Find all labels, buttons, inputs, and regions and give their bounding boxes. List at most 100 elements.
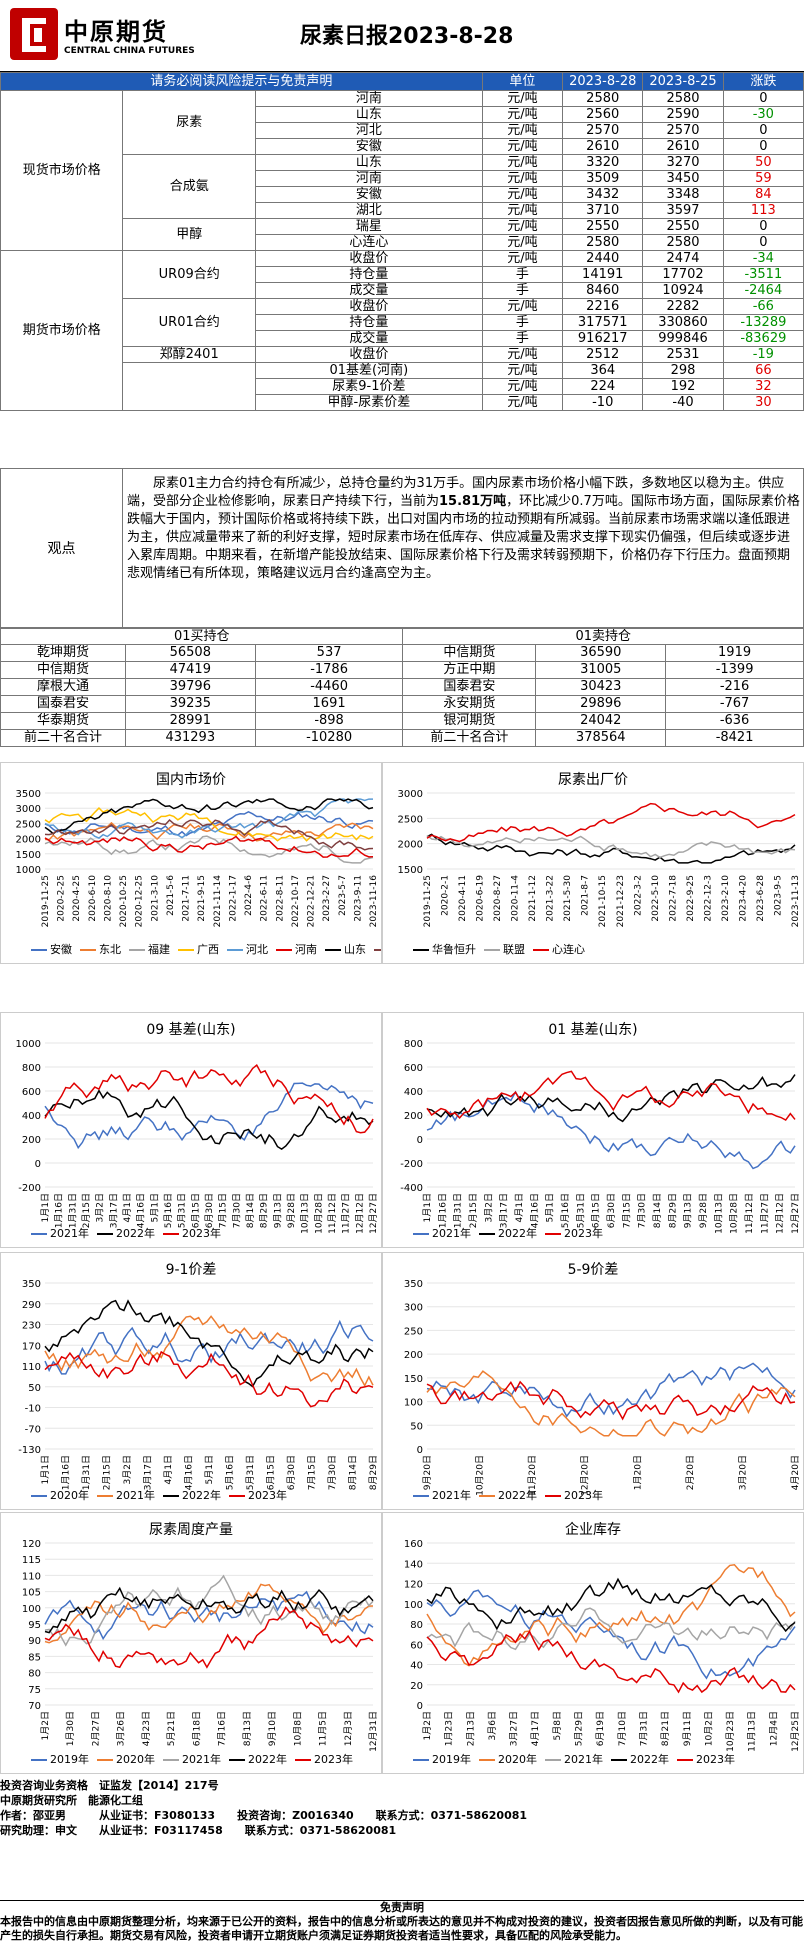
group-ur01: UR01合约	[122, 298, 256, 347]
x-tick-label: 12月4日	[768, 1711, 779, 1746]
long-title: 01买持仓	[0, 628, 404, 645]
observation-text: 尿素01主力合约持仓有所减少，总持仓量约为31万手。国内尿素市场价格小幅下跌，多…	[127, 476, 800, 581]
y-tick-label: -70	[25, 1424, 41, 1435]
item-name: 山东	[254, 154, 483, 171]
legend-label: 2019年	[50, 1753, 89, 1766]
legend-swatch	[229, 1495, 245, 1497]
x-tick-label: 4月17日	[530, 1711, 541, 1746]
x-tick-label: 12月27日	[368, 1193, 379, 1234]
value-previous: 2580	[642, 90, 724, 107]
legend-label: 安徽	[50, 943, 72, 956]
legend-item: 2021年	[413, 1225, 471, 1241]
x-tick-label: 12月20日	[580, 1455, 591, 1496]
value-previous: 2570	[642, 122, 724, 139]
table-row: 湖北 元/吨 3710 3597 113	[1, 202, 804, 219]
legend-label: 2020年	[116, 1753, 155, 1766]
legend-item: 2023年	[545, 1225, 603, 1241]
x-tick-label: 4月1日	[514, 1193, 525, 1222]
group-zhengchun: 郑醇2401	[122, 346, 256, 363]
item-name: 收盘价	[254, 250, 483, 267]
positions-row: 摩根大通 39796 -4460 国泰君安 30423 -216	[0, 678, 804, 696]
series-line	[44, 821, 374, 842]
y-tick-label: 200	[404, 1350, 423, 1361]
position-change: 1919	[665, 644, 804, 662]
futures-label: 期货市场价格	[0, 250, 124, 411]
change-cell: -19	[722, 346, 804, 363]
unit-cell: 手	[481, 282, 564, 299]
legend-item: 山东	[325, 941, 366, 957]
change-cell: -30	[722, 106, 804, 123]
legend-label: 联盟	[503, 943, 525, 956]
x-tick-label: 2022-8-11	[275, 875, 285, 922]
chart-title: 01 基差(山东)	[548, 1022, 638, 1038]
position-change: -1399	[665, 661, 804, 679]
unit-cell: 元/吨	[481, 218, 564, 235]
legend-label: 2022年	[498, 1227, 537, 1240]
x-tick-label: 1月31日	[81, 1455, 92, 1490]
position-change: -1786	[254, 661, 404, 679]
broker-name: 中信期货	[0, 661, 126, 679]
chart-3: 09 基差(山东) 1000 800 600 400 200 0 -200 1月1日 1月16日 1…	[0, 1012, 382, 1248]
y-tick-label: 110	[22, 1362, 41, 1373]
disclaimer-title: 免责声明	[380, 1901, 424, 1914]
position-volume: 31005	[535, 661, 667, 679]
legend-item: 2020年	[31, 1487, 89, 1503]
legend-item: 2023年	[545, 1487, 603, 1503]
x-tick-label: 2019-11-25	[41, 875, 51, 927]
legend-swatch	[413, 1233, 429, 1235]
series-line	[44, 1315, 374, 1388]
table-row: 尿素9-1价差 元/吨 224 192 32	[1, 378, 804, 395]
legend-swatch	[31, 1233, 47, 1235]
x-tick-label: 6月19日	[595, 1711, 606, 1746]
change-cell: -34	[722, 250, 804, 267]
legend-label: 2021年	[116, 1489, 155, 1502]
x-tick-label: 2020-6-19	[476, 875, 486, 922]
value-previous: 2580	[642, 234, 724, 251]
legend-item: 2022年	[97, 1225, 155, 1241]
x-tick-label: 9月28日	[698, 1193, 709, 1228]
value-previous: 2590	[642, 106, 724, 123]
legend-label: 2022年	[116, 1227, 155, 1240]
x-tick-label: 1月2日	[422, 1711, 433, 1740]
x-tick-label: 2月27日	[90, 1711, 101, 1746]
item-name: 收盘价	[254, 346, 483, 363]
x-tick-label: 1月31日	[67, 1193, 78, 1228]
positions-row: 前二十名合计 431293 -10280 前二十名合计 378564 -8421	[0, 729, 804, 747]
chart-4: 01 基差(山东) 800 600 400 200 0 -200 -400 1月1日 1月16日 1…	[382, 1012, 804, 1248]
value-previous: 298	[642, 362, 724, 379]
spot-label: 现货市场价格	[0, 90, 124, 251]
chart-title: 企业库存	[565, 1522, 621, 1538]
x-tick-label: 11月12日	[744, 1193, 755, 1234]
legend-label: 2022年	[630, 1753, 669, 1766]
x-tick-label: 6月18日	[191, 1711, 202, 1746]
logo-mark-icon	[10, 8, 58, 60]
x-tick-label: 2021-11-14	[213, 875, 223, 928]
item-name: 持仓量	[254, 314, 483, 331]
x-tick-label: 5月29日	[574, 1711, 585, 1746]
x-tick-label: 1月16日	[54, 1193, 65, 1228]
x-tick-label: 2020-4-11	[458, 875, 468, 922]
y-tick-label: 85	[28, 1652, 41, 1663]
y-tick-label: 400	[404, 1087, 423, 1098]
x-tick-label: 5月8日	[552, 1711, 563, 1740]
item-name: 河北	[254, 122, 483, 139]
item-name: 甲醇-尿素价差	[254, 394, 483, 411]
x-tick-label: 3月17日	[499, 1193, 510, 1228]
unit-cell: 元/吨	[481, 202, 564, 219]
company-logo: 中原期货 CENTRAL CHINA FUTURES	[10, 8, 195, 64]
x-tick-label: 2月15日	[102, 1455, 113, 1490]
x-tick-label: 10月2日	[703, 1711, 714, 1746]
series-line	[426, 1607, 796, 1651]
series-line	[426, 1380, 796, 1421]
x-tick-label: 2020-12-25	[135, 875, 145, 927]
x-tick-label: 6月30日	[204, 1193, 215, 1228]
y-tick-label: 600	[22, 1087, 41, 1098]
legend-item: 东北	[80, 941, 121, 957]
y-tick-label: 80	[28, 1669, 41, 1680]
value-previous: 3597	[642, 202, 724, 219]
x-tick-label: 2021-10-15	[598, 875, 608, 927]
position-volume: 378564	[535, 729, 667, 747]
y-tick-label: 600	[404, 1063, 423, 1074]
